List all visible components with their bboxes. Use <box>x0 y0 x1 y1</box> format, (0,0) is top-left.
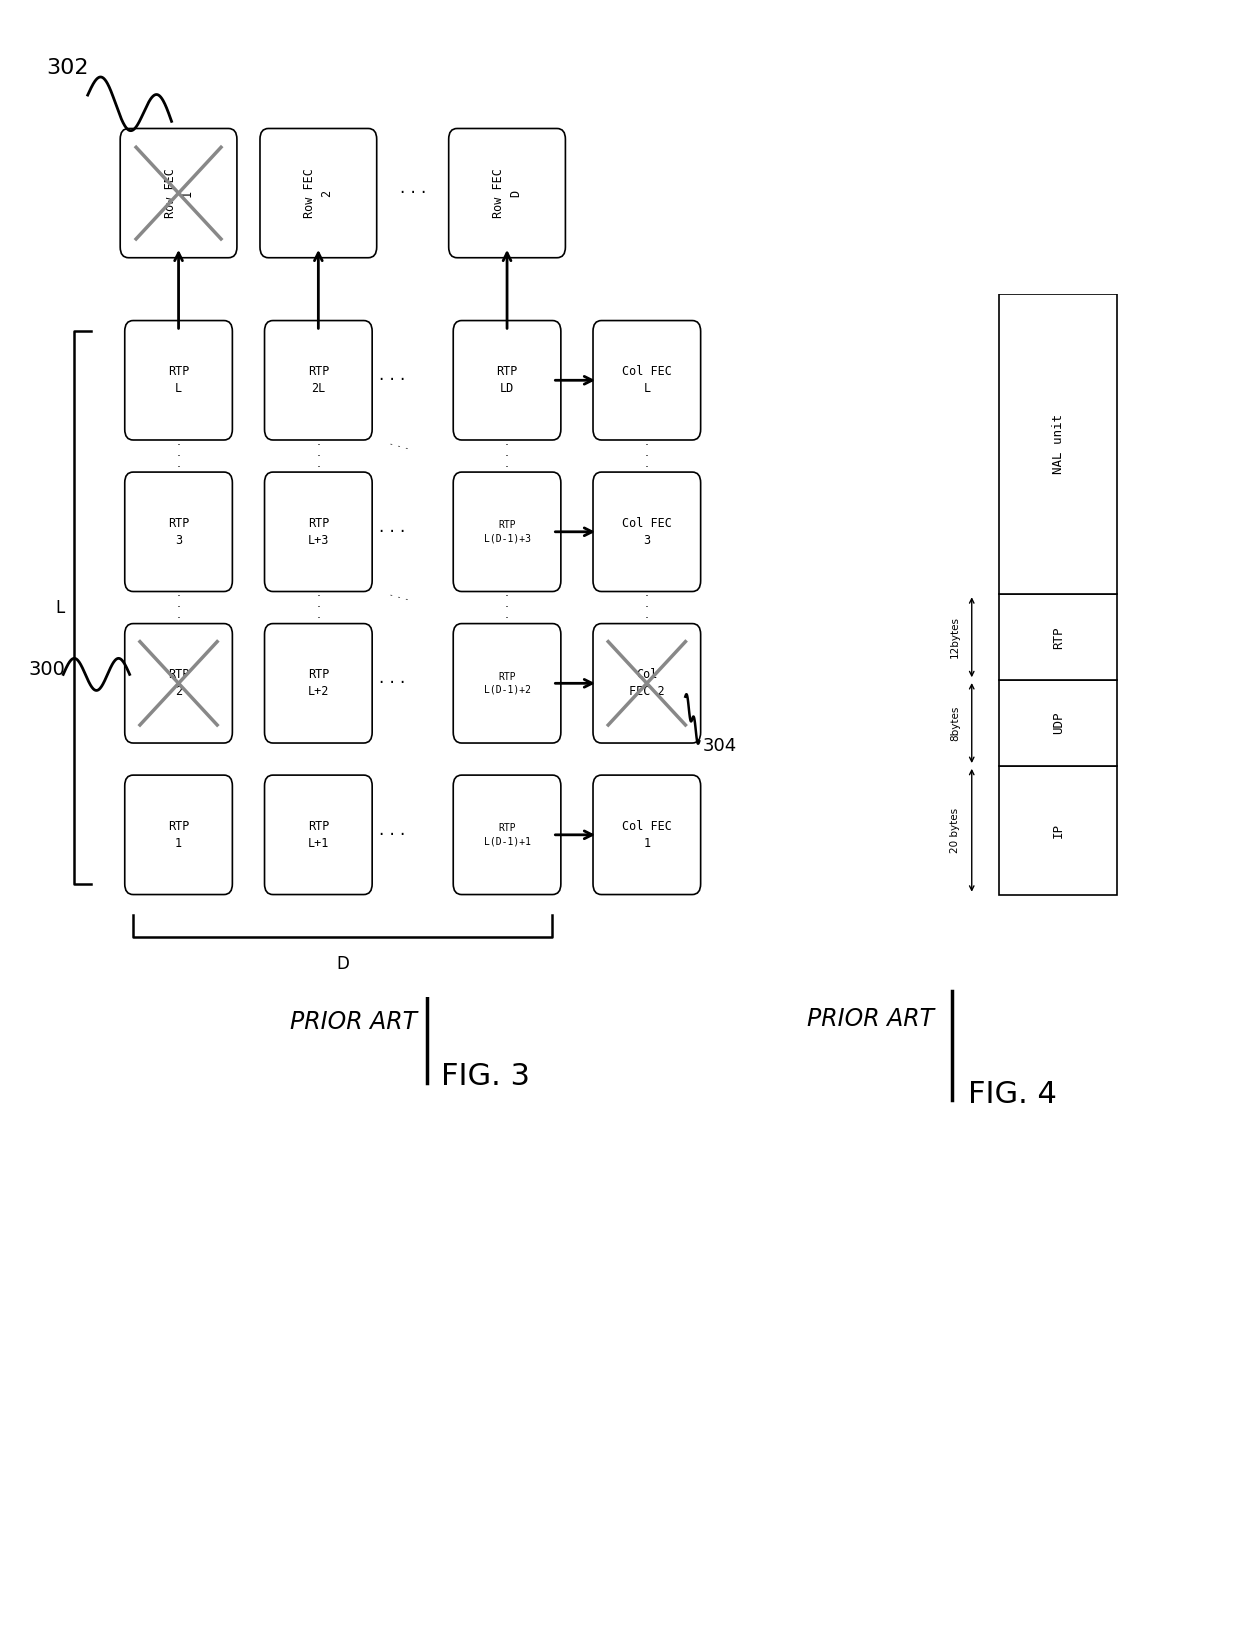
Text: L: L <box>55 598 64 616</box>
Text: RTP
L(D-1)+3: RTP L(D-1)+3 <box>484 520 531 544</box>
Bar <box>999 595 1117 680</box>
Text: Col FEC
1: Col FEC 1 <box>622 820 672 850</box>
FancyBboxPatch shape <box>449 129 565 258</box>
Text: IP: IP <box>1052 824 1065 838</box>
FancyBboxPatch shape <box>454 320 560 440</box>
FancyBboxPatch shape <box>260 129 377 258</box>
Text: ·
·
·: · · · <box>316 438 320 474</box>
Text: ·
·
·: · · · <box>505 438 510 474</box>
FancyBboxPatch shape <box>454 624 560 743</box>
Text: Col FEC
L: Col FEC L <box>622 366 672 395</box>
Text: ·
·
·: · · · <box>316 590 320 626</box>
FancyBboxPatch shape <box>454 472 560 592</box>
Text: D: D <box>336 954 350 974</box>
Text: RTP
L+2: RTP L+2 <box>308 668 329 698</box>
Text: ·
·
·: · · · <box>176 438 181 474</box>
Text: RTP: RTP <box>1052 626 1065 649</box>
Text: Row FEC
1: Row FEC 1 <box>164 168 193 217</box>
FancyBboxPatch shape <box>454 775 560 894</box>
Text: RTP
L(D-1)+2: RTP L(D-1)+2 <box>484 672 531 694</box>
Text: UDP: UDP <box>1052 712 1065 734</box>
Text: RTP
LD: RTP LD <box>496 366 518 395</box>
Bar <box>999 680 1117 766</box>
FancyBboxPatch shape <box>593 472 701 592</box>
FancyBboxPatch shape <box>264 320 372 440</box>
FancyBboxPatch shape <box>125 624 232 743</box>
Text: 20 bytes: 20 bytes <box>950 807 960 853</box>
Text: RTP
2: RTP 2 <box>167 668 190 698</box>
Text: Row FEC
2: Row FEC 2 <box>304 168 334 217</box>
Text: RTP
1: RTP 1 <box>167 820 190 850</box>
Text: · · ·: · · · <box>378 825 404 843</box>
Text: · · ·: · · · <box>399 185 425 203</box>
Text: RTP
L(D-1)+1: RTP L(D-1)+1 <box>484 824 531 846</box>
Text: · · ·: · · · <box>387 590 410 608</box>
Text: · · ·: · · · <box>378 523 404 541</box>
Text: NAL unit: NAL unit <box>1052 415 1065 474</box>
Text: ·
·
·: · · · <box>645 590 649 626</box>
Text: RTP
L+1: RTP L+1 <box>308 820 329 850</box>
FancyBboxPatch shape <box>125 472 232 592</box>
FancyBboxPatch shape <box>125 320 232 440</box>
Bar <box>999 766 1117 895</box>
FancyBboxPatch shape <box>593 320 701 440</box>
Text: 302: 302 <box>46 59 88 78</box>
Text: Col
FEC 2: Col FEC 2 <box>629 668 665 698</box>
FancyBboxPatch shape <box>264 775 372 894</box>
Text: RTP
2L: RTP 2L <box>308 366 329 395</box>
Text: ·
·
·: · · · <box>176 590 181 626</box>
Text: PRIOR ART: PRIOR ART <box>290 1010 418 1034</box>
Text: FIG. 4: FIG. 4 <box>967 1080 1056 1109</box>
FancyBboxPatch shape <box>125 775 232 894</box>
Text: 304: 304 <box>703 737 737 755</box>
FancyBboxPatch shape <box>264 624 372 743</box>
Text: · · ·: · · · <box>387 438 410 456</box>
Text: ·
·
·: · · · <box>505 590 510 626</box>
Text: FIG. 3: FIG. 3 <box>440 1062 529 1092</box>
Text: PRIOR ART: PRIOR ART <box>807 1007 934 1031</box>
Text: ·
·
·: · · · <box>645 438 649 474</box>
FancyBboxPatch shape <box>120 129 237 258</box>
FancyBboxPatch shape <box>593 775 701 894</box>
Text: RTP
L+3: RTP L+3 <box>308 516 329 547</box>
Text: Row FEC
D: Row FEC D <box>492 168 522 217</box>
Text: RTP
3: RTP 3 <box>167 516 190 547</box>
Text: 12bytes: 12bytes <box>950 616 960 659</box>
FancyBboxPatch shape <box>264 472 372 592</box>
Text: RTP
L: RTP L <box>167 366 190 395</box>
Text: · · ·: · · · <box>378 675 404 693</box>
FancyBboxPatch shape <box>593 624 701 743</box>
Text: Col FEC
3: Col FEC 3 <box>622 516 672 547</box>
Text: · · ·: · · · <box>378 371 404 389</box>
Bar <box>999 294 1117 595</box>
Text: 300: 300 <box>29 660 66 680</box>
Text: 8bytes: 8bytes <box>950 706 960 740</box>
